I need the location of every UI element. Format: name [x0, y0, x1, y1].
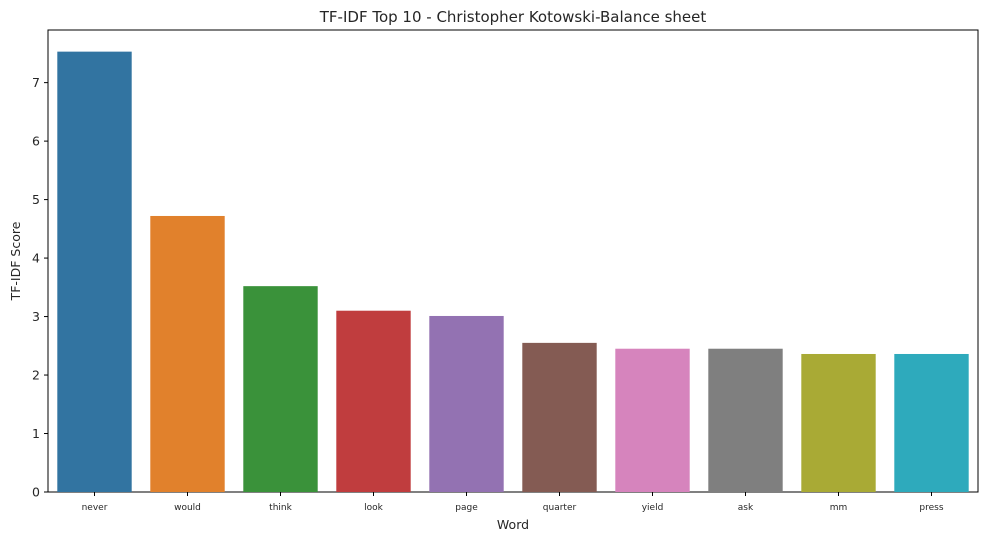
- y-tick-label: 6: [32, 134, 40, 149]
- bar-mm: [801, 353, 876, 492]
- y-tick-label: 1: [32, 426, 40, 441]
- x-tick-label: press: [919, 503, 943, 513]
- bar-think: [243, 286, 318, 492]
- bar-ask: [708, 348, 783, 492]
- y-tick-label: 4: [32, 251, 40, 266]
- x-tick-label: never: [82, 503, 108, 513]
- x-tick-label: look: [364, 503, 384, 513]
- y-tick-label: 0: [32, 485, 40, 500]
- chart-title: TF-IDF Top 10 - Christopher Kotowski-Bal…: [319, 8, 707, 26]
- x-axis: never would think look page quarter yield ask mm…: [82, 492, 944, 513]
- y-axis: 0 1 2 3 4 5 6 7: [32, 75, 48, 500]
- bar-quarter: [522, 342, 597, 492]
- x-tick-label: would: [174, 503, 201, 513]
- y-tick-label: 7: [32, 75, 40, 90]
- bar-look: [336, 310, 411, 492]
- bar-would: [150, 215, 225, 492]
- x-tick-label: yield: [642, 503, 664, 513]
- bar-yield: [615, 348, 690, 492]
- y-axis-label: TF-IDF Score: [8, 221, 23, 301]
- bar-press: [894, 353, 969, 492]
- bars-group: [57, 51, 969, 492]
- plot-frame: [47, 29, 979, 493]
- x-tick-label: ask: [738, 503, 754, 513]
- x-tick-label: mm: [830, 503, 848, 513]
- x-tick-label: quarter: [543, 503, 577, 513]
- x-axis-label: Word: [497, 517, 529, 532]
- bar-page: [429, 315, 504, 492]
- y-tick-label: 5: [32, 192, 40, 207]
- x-tick-label: think: [269, 503, 292, 513]
- y-tick-label: 3: [32, 309, 40, 324]
- y-tick-label: 2: [32, 368, 40, 383]
- bar-never: [57, 51, 132, 492]
- x-tick-label: page: [455, 503, 478, 513]
